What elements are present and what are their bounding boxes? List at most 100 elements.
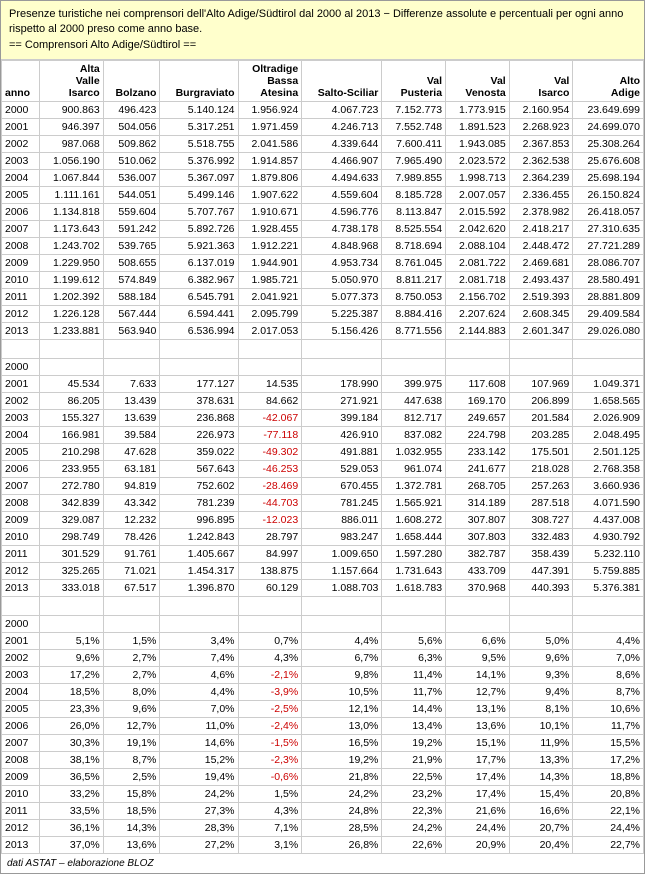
cell: 2.088.104 — [446, 238, 510, 255]
table-row: 201133,5%18,5%27,3%4,3%24,8%22,3%21,6%16… — [2, 803, 644, 820]
cell — [573, 616, 644, 633]
cell: 2.367.853 — [509, 136, 573, 153]
cell: 9,8% — [302, 667, 382, 684]
cell: 2005 — [2, 444, 40, 461]
cell: 9,6% — [40, 650, 104, 667]
cell: 24.699.070 — [573, 119, 644, 136]
cell: 23,2% — [382, 786, 446, 803]
cell: 2004 — [2, 170, 40, 187]
cell: 7,1% — [238, 820, 302, 837]
cell: -0,6% — [238, 769, 302, 786]
cell: 1.731.643 — [382, 563, 446, 580]
cell: 27.310.635 — [573, 221, 644, 238]
cell: 257.263 — [509, 478, 573, 495]
cell — [238, 359, 302, 376]
cell: 837.082 — [382, 427, 446, 444]
cell: 2.023.572 — [446, 153, 510, 170]
cell: 2002 — [2, 650, 40, 667]
cell: 2004 — [2, 427, 40, 444]
cell: 2.017.053 — [238, 323, 302, 340]
cell: 1.032.955 — [382, 444, 446, 461]
cell: 271.921 — [302, 393, 382, 410]
cell: 1.597.280 — [382, 546, 446, 563]
cell: 27.721.289 — [573, 238, 644, 255]
cell: 5.077.373 — [302, 289, 382, 306]
cell: 5.376.992 — [160, 153, 238, 170]
cell: 8.811.217 — [382, 272, 446, 289]
cell: 2006 — [2, 204, 40, 221]
cell: 325.265 — [40, 563, 104, 580]
table-row: 2007272.78094.819752.602-28.469670.4551.… — [2, 478, 644, 495]
cell: 20,4% — [509, 837, 573, 854]
cell: 26.150.824 — [573, 187, 644, 204]
cell: 201.584 — [509, 410, 573, 427]
cell: -44.703 — [238, 495, 302, 512]
cell: 2.768.358 — [573, 461, 644, 478]
cell: 19,1% — [103, 735, 160, 752]
cell: 5.892.726 — [160, 221, 238, 238]
col-header: AltaValleIsarco — [40, 61, 104, 102]
cell: 5.759.885 — [573, 563, 644, 580]
cell: 307.807 — [446, 512, 510, 529]
cell: 5.499.146 — [160, 187, 238, 204]
cell: 9,6% — [103, 701, 160, 718]
cell: 20,7% — [509, 820, 573, 837]
cell: 4,6% — [160, 667, 238, 684]
table-container: Presenze turistiche nei comprensori dell… — [0, 0, 645, 874]
cell: 6,3% — [382, 650, 446, 667]
cell: 996.895 — [160, 512, 238, 529]
cell: 2.015.592 — [446, 204, 510, 221]
cell: 10,5% — [302, 684, 382, 701]
table-row: 20015,1%1,5%3,4%0,7%4,4%5,6%6,6%5,0%4,4% — [2, 633, 644, 650]
table-row: 2008342.83943.342781.239-44.703781.2451.… — [2, 495, 644, 512]
cell: 2011 — [2, 803, 40, 820]
cell: 342.839 — [40, 495, 104, 512]
cell: 71.021 — [103, 563, 160, 580]
cell: 9,3% — [509, 667, 573, 684]
table-row: 2000 — [2, 616, 644, 633]
table-row: 20081.243.702539.7655.921.3631.912.2214.… — [2, 238, 644, 255]
cell: 22,5% — [382, 769, 446, 786]
cell: 25.676.608 — [573, 153, 644, 170]
cell: 2001 — [2, 633, 40, 650]
cell — [446, 359, 510, 376]
cell: 178.990 — [302, 376, 382, 393]
cell: 37,0% — [40, 837, 104, 854]
cell: 2.041.586 — [238, 136, 302, 153]
cell: 169.170 — [446, 393, 510, 410]
table-row: 200523,3%9,6%7,0%-2,5%12,1%14,4%13,1%8,1… — [2, 701, 644, 718]
col-header: Burgraviato — [160, 61, 238, 102]
cell: 8.525.554 — [382, 221, 446, 238]
cell: 2.469.681 — [509, 255, 573, 272]
cell: 14,1% — [446, 667, 510, 684]
table-row: 200936,5%2,5%19,4%-0,6%21,8%22,5%17,4%14… — [2, 769, 644, 786]
cell: 333.018 — [40, 580, 104, 597]
cell: 13,0% — [302, 718, 382, 735]
cell: 1.372.781 — [382, 478, 446, 495]
cell: 24,4% — [446, 820, 510, 837]
cell: 4.071.590 — [573, 495, 644, 512]
cell: 496.423 — [103, 102, 160, 119]
cell: 529.053 — [302, 461, 382, 478]
cell: 1.405.667 — [160, 546, 238, 563]
cell — [160, 616, 238, 633]
cell: 4.953.734 — [302, 255, 382, 272]
cell: 28,3% — [160, 820, 238, 837]
cell: 812.717 — [382, 410, 446, 427]
cell: 1.944.901 — [238, 255, 302, 272]
cell: 28,5% — [302, 820, 382, 837]
cell: 559.604 — [103, 204, 160, 221]
cell: 5.317.251 — [160, 119, 238, 136]
cell: 12,7% — [446, 684, 510, 701]
cell: 177.127 — [160, 376, 238, 393]
cell: 21,8% — [302, 769, 382, 786]
table-row: 20121.226.128567.4446.594.4412.095.7995.… — [2, 306, 644, 323]
cell: 203.285 — [509, 427, 573, 444]
cell: 1.242.843 — [160, 529, 238, 546]
col-header: ValIsarco — [509, 61, 573, 102]
cell: 2008 — [2, 495, 40, 512]
cell: 19,4% — [160, 769, 238, 786]
cell: 4.494.633 — [302, 170, 382, 187]
cell: 4.930.792 — [573, 529, 644, 546]
cell: 60.129 — [238, 580, 302, 597]
